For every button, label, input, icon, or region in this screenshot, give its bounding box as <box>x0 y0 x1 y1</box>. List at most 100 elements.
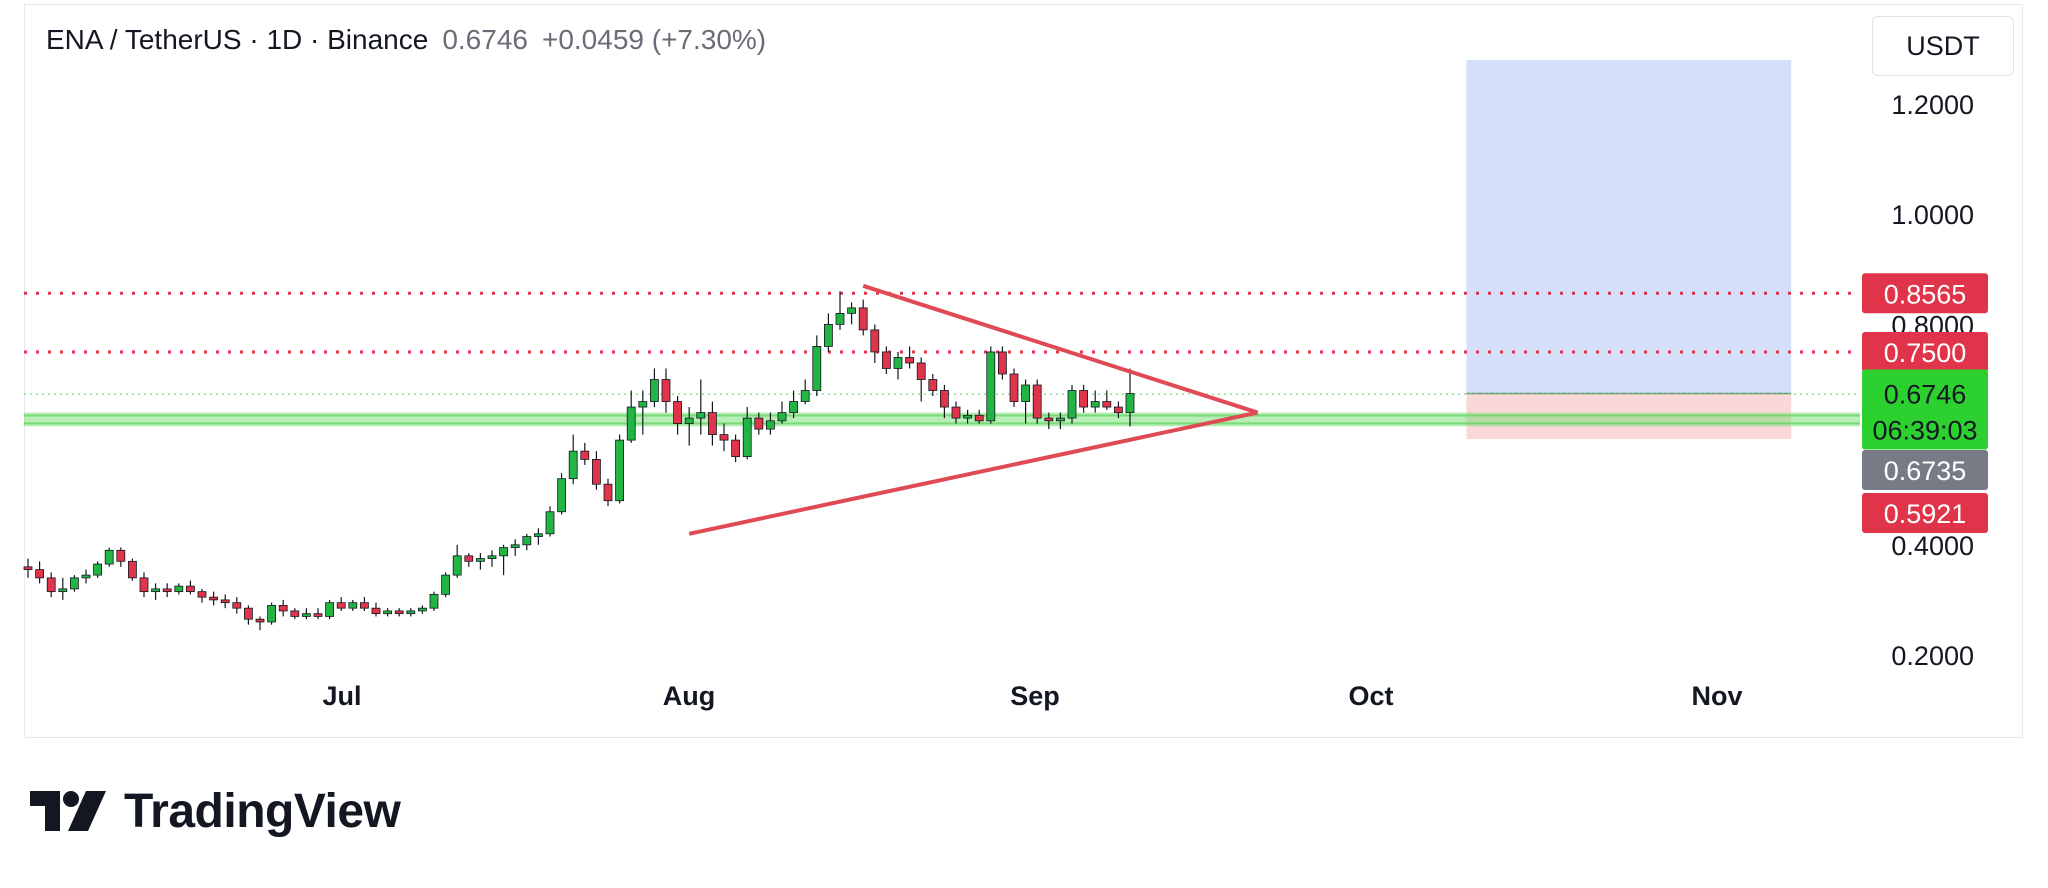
candle[interactable] <box>858 307 868 331</box>
candle[interactable] <box>499 547 509 557</box>
candle[interactable] <box>1090 401 1100 408</box>
candle[interactable] <box>893 357 903 369</box>
candle[interactable] <box>139 577 149 593</box>
candle[interactable] <box>185 585 195 593</box>
candle[interactable] <box>1079 390 1088 408</box>
candle[interactable] <box>475 558 485 562</box>
candle[interactable] <box>696 412 706 419</box>
price-tag-0.6735[interactable] <box>1862 450 1988 490</box>
triangle-lower-line[interactable] <box>688 410 1259 536</box>
candle[interactable] <box>603 483 613 502</box>
candle[interactable] <box>429 593 439 609</box>
candle[interactable] <box>754 417 764 430</box>
candle[interactable] <box>313 613 323 617</box>
candle[interactable] <box>464 555 474 562</box>
candle[interactable] <box>383 610 393 615</box>
candle[interactable] <box>1125 393 1135 413</box>
candle[interactable] <box>93 563 102 576</box>
candle[interactable] <box>278 605 288 612</box>
candle[interactable] <box>673 401 682 424</box>
candle[interactable] <box>209 596 219 601</box>
candle[interactable] <box>684 417 694 424</box>
candle[interactable] <box>336 602 346 609</box>
candle[interactable] <box>766 420 775 430</box>
candle[interactable] <box>731 439 740 458</box>
candle[interactable] <box>1102 401 1112 408</box>
candle[interactable] <box>371 607 381 615</box>
candle[interactable] <box>394 610 404 615</box>
candle[interactable] <box>301 613 311 617</box>
candle[interactable] <box>1056 417 1065 422</box>
candle[interactable] <box>777 412 787 422</box>
candle[interactable] <box>812 346 822 391</box>
candle[interactable] <box>905 357 914 364</box>
candle[interactable] <box>267 605 277 623</box>
candle[interactable] <box>58 588 68 593</box>
candle[interactable] <box>104 549 114 565</box>
candle[interactable] <box>510 544 520 548</box>
candle[interactable] <box>824 323 833 347</box>
candle[interactable] <box>1044 417 1054 422</box>
chart-panel[interactable] <box>24 4 2023 738</box>
tradingview-logo[interactable]: TradingView <box>30 784 401 839</box>
price-tag-0.7500[interactable] <box>1862 331 1988 372</box>
candle[interactable] <box>534 533 543 537</box>
candle[interactable] <box>174 585 184 593</box>
candle[interactable] <box>545 511 555 535</box>
triangle-upper-line[interactable] <box>862 283 1259 415</box>
candle[interactable] <box>626 406 636 441</box>
candle[interactable] <box>592 458 601 485</box>
candle[interactable] <box>963 414 972 419</box>
candle[interactable] <box>290 610 300 617</box>
candle[interactable] <box>974 414 984 422</box>
symbol-title[interactable]: ENA / TetherUS · 1D · Binance <box>46 24 429 55</box>
candle[interactable] <box>325 602 335 617</box>
candle[interactable] <box>835 312 845 325</box>
candle[interactable] <box>719 434 729 441</box>
candle[interactable] <box>800 390 810 402</box>
price-tag-0.8565[interactable] <box>1862 273 1988 314</box>
candle[interactable] <box>197 591 207 598</box>
candle[interactable] <box>348 602 358 609</box>
candle[interactable] <box>708 412 717 435</box>
candle[interactable] <box>1032 384 1042 419</box>
candle[interactable] <box>406 610 416 615</box>
candle[interactable] <box>580 450 590 460</box>
candle[interactable] <box>220 599 230 604</box>
candle[interactable] <box>882 351 891 369</box>
candle[interactable] <box>940 390 949 408</box>
candle[interactable] <box>23 566 33 570</box>
candle[interactable] <box>1021 384 1030 402</box>
candle[interactable] <box>916 362 926 380</box>
candle[interactable] <box>151 588 161 593</box>
candle[interactable] <box>162 588 172 593</box>
candle[interactable] <box>127 560 137 579</box>
current-price-tag[interactable] <box>1862 369 1988 450</box>
candle[interactable] <box>661 379 671 402</box>
candle[interactable] <box>1067 390 1077 419</box>
candle[interactable] <box>789 401 798 413</box>
candle[interactable] <box>742 417 752 458</box>
candle[interactable] <box>359 602 369 609</box>
candle[interactable] <box>998 351 1007 375</box>
candle[interactable] <box>1114 406 1123 413</box>
candle[interactable] <box>522 536 532 546</box>
candle[interactable] <box>243 607 253 620</box>
candle[interactable] <box>847 307 856 314</box>
candle[interactable] <box>638 401 648 408</box>
candle[interactable] <box>1009 373 1019 402</box>
candle[interactable] <box>70 577 79 590</box>
candle[interactable] <box>951 406 961 419</box>
stop-price-tag[interactable] <box>1862 493 1988 533</box>
currency-selector[interactable]: USDT <box>1872 16 2014 76</box>
target-zone[interactable] <box>1466 59 1792 394</box>
candle[interactable] <box>441 574 451 595</box>
candle[interactable] <box>928 379 938 391</box>
candle[interactable] <box>81 574 91 579</box>
candle[interactable] <box>232 602 242 609</box>
candle[interactable] <box>46 577 56 593</box>
candle[interactable] <box>255 618 265 623</box>
candle[interactable] <box>452 555 462 576</box>
candle[interactable] <box>417 607 427 612</box>
